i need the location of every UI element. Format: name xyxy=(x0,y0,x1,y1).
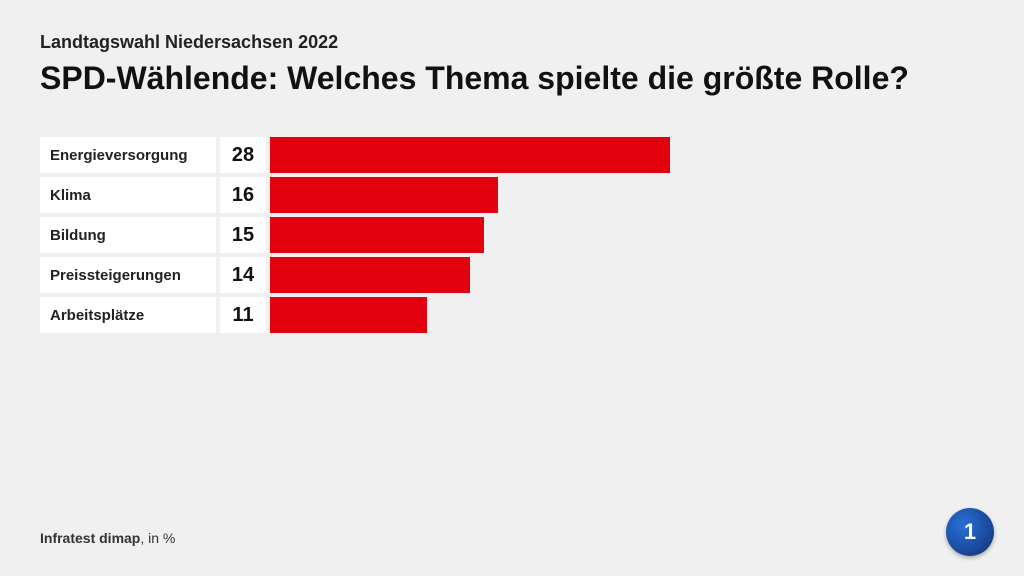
chart-subtitle: Landtagswahl Niedersachsen 2022 xyxy=(40,32,984,53)
bar-fill xyxy=(270,257,470,293)
bar-track xyxy=(270,257,984,293)
bar-label: Preissteigerungen xyxy=(40,257,220,293)
bar-track xyxy=(270,177,984,213)
source-label: Infratest dimap xyxy=(40,530,140,546)
bar-value: 14 xyxy=(220,257,270,293)
broadcaster-logo: 1 xyxy=(946,508,994,556)
unit-label: , in % xyxy=(140,530,175,546)
bar-fill xyxy=(270,217,484,253)
bar-row: Preissteigerungen 14 xyxy=(40,257,984,293)
bar-value: 11 xyxy=(220,297,270,333)
bar-track xyxy=(270,217,984,253)
bar-value: 15 xyxy=(220,217,270,253)
bar-track xyxy=(270,137,984,173)
bar-fill xyxy=(270,297,427,333)
bar-label: Bildung xyxy=(40,217,220,253)
bar-value: 16 xyxy=(220,177,270,213)
bar-row: Arbeitsplätze 11 xyxy=(40,297,984,333)
bar-track xyxy=(270,297,984,333)
bar-label: Klima xyxy=(40,177,220,213)
chart-footer: Infratest dimap, in % xyxy=(40,530,175,546)
bar-label: Energieversorgung xyxy=(40,137,220,173)
chart-title: SPD-Wählende: Welches Thema spielte die … xyxy=(40,59,984,97)
bar-fill xyxy=(270,177,498,213)
bar-chart: Energieversorgung 28 Klima 16 Bildung 15… xyxy=(40,137,984,333)
bar-row: Klima 16 xyxy=(40,177,984,213)
bar-label: Arbeitsplätze xyxy=(40,297,220,333)
bar-row: Energieversorgung 28 xyxy=(40,137,984,173)
bar-value: 28 xyxy=(220,137,270,173)
bar-row: Bildung 15 xyxy=(40,217,984,253)
bar-fill xyxy=(270,137,670,173)
logo-text: 1 xyxy=(964,519,976,545)
